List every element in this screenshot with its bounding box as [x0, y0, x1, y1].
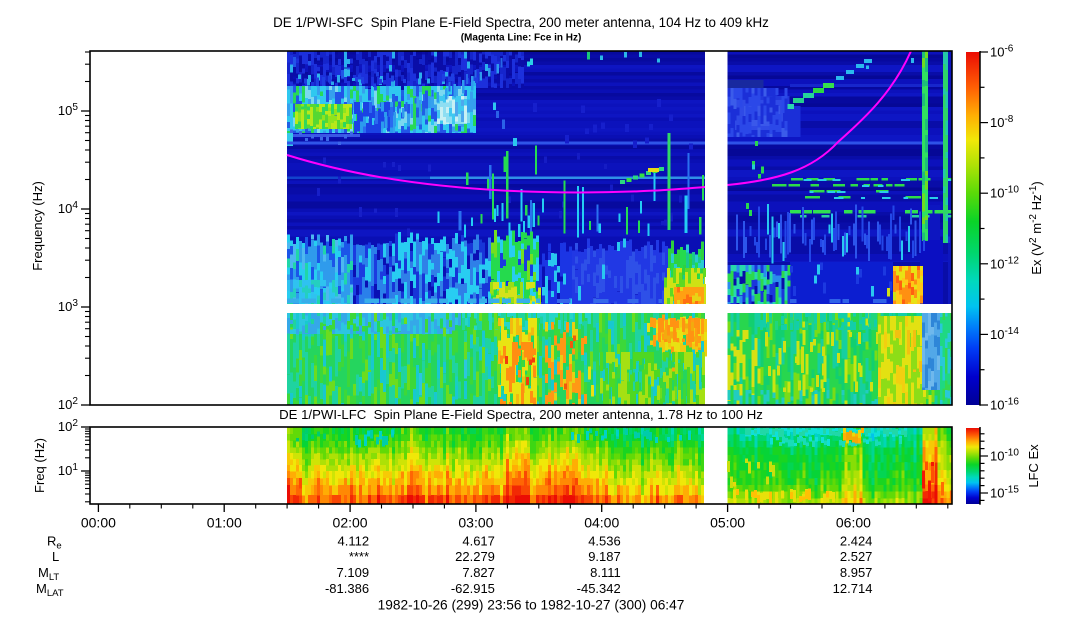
svg-text:1982-10-26 (299) 23:56 to 1982: 1982-10-26 (299) 23:56 to 1982-10-27 (30…: [378, 598, 685, 613]
svg-text:4.112: 4.112: [337, 534, 369, 549]
svg-text:L: L: [52, 549, 59, 564]
svg-text:2.424: 2.424: [840, 534, 873, 549]
svg-text:06:00: 06:00: [836, 515, 871, 531]
svg-text:4.617: 4.617: [462, 534, 495, 549]
svg-text:Freq (Hz): Freq (Hz): [32, 438, 47, 493]
svg-text:03:00: 03:00: [458, 515, 493, 531]
svg-text:9.187: 9.187: [588, 549, 621, 564]
svg-text:02:00: 02:00: [333, 515, 368, 531]
svg-text:LFC Ex: LFC Ex: [1026, 444, 1041, 488]
svg-text:-81.386: -81.386: [325, 581, 369, 596]
svg-text:7.827: 7.827: [462, 565, 495, 580]
svg-text:****: ****: [349, 549, 369, 564]
svg-text:00:00: 00:00: [81, 515, 116, 531]
svg-text:8.957: 8.957: [840, 565, 873, 580]
svg-text:DE 1/PWI-LFC Spin Plane E-Fie: DE 1/PWI-LFC Spin Plane E-Field Spectra,…: [279, 407, 763, 422]
svg-text:Frequency (Hz): Frequency (Hz): [30, 181, 45, 271]
svg-text:2.527: 2.527: [840, 549, 873, 564]
svg-text:22.279: 22.279: [455, 549, 495, 564]
svg-text:-62.915: -62.915: [451, 581, 495, 596]
svg-text:Ex (V2 m-2 Hz-1): Ex (V2 m-2 Hz-1): [1028, 181, 1044, 274]
svg-text:(Magenta Line: Fce in Hz): (Magenta Line: Fce in Hz): [461, 33, 582, 44]
svg-text:05:00: 05:00: [710, 515, 745, 531]
svg-text:DE 1/PWI-SFC Spin Plane E-Fie: DE 1/PWI-SFC Spin Plane E-Field Spectra,…: [273, 15, 769, 30]
svg-text:01:00: 01:00: [207, 515, 242, 531]
svg-text:12.714: 12.714: [833, 581, 873, 596]
svg-text:04:00: 04:00: [584, 515, 619, 531]
svg-text:8.111: 8.111: [590, 565, 621, 580]
svg-text:-45.342: -45.342: [577, 581, 621, 596]
svg-text:4.536: 4.536: [588, 534, 621, 549]
svg-text:7.109: 7.109: [337, 565, 370, 580]
